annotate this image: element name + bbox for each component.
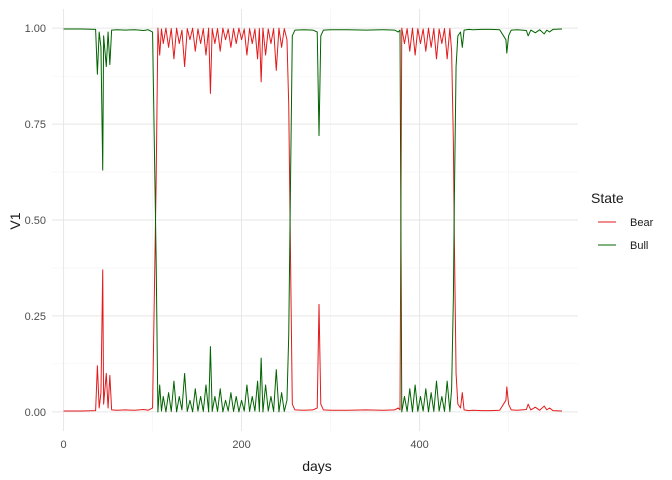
x-axis-title: days — [302, 458, 332, 474]
legend-label-bull: Bull — [630, 240, 648, 252]
x-tick-label: 200 — [232, 439, 250, 451]
series-line-bear — [63, 27, 563, 412]
x-tick-label: 0 — [61, 439, 67, 451]
y-tick-label: 0.00 — [25, 407, 46, 419]
legend-title: State — [591, 190, 624, 206]
legend-label-bear: Bear — [630, 217, 654, 229]
y-tick-label: 0.25 — [25, 311, 46, 323]
y-tick-label: 0.75 — [25, 119, 46, 131]
tick-labels: 0.00 0.25 0.50 0.75 1.00 0 200 400 — [25, 23, 429, 451]
y-axis-title: V1 — [7, 212, 23, 229]
legend: State Bear Bull — [591, 190, 654, 252]
series-layer — [63, 27, 563, 413]
series-line-bull — [63, 28, 563, 413]
y-tick-label: 1.00 — [25, 23, 46, 35]
y-tick-label: 0.50 — [25, 215, 46, 227]
grid — [52, 9, 578, 431]
x-tick-label: 400 — [410, 439, 428, 451]
